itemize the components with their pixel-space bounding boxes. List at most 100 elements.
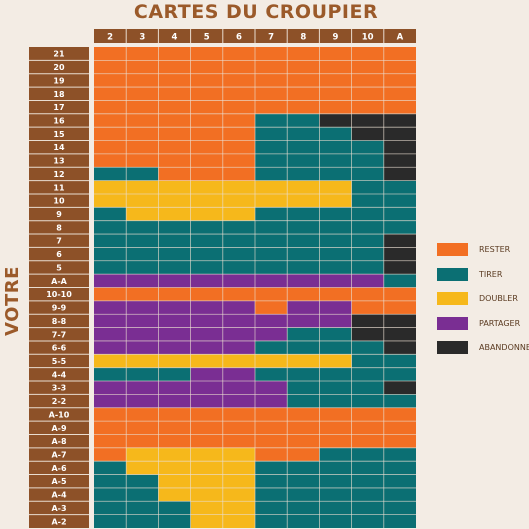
row-label: 4-4 <box>52 370 67 379</box>
strategy-cell <box>158 153 191 168</box>
strategy-cell <box>255 73 288 88</box>
strategy-cell <box>383 87 416 101</box>
strategy-cell <box>255 180 288 194</box>
strategy-cell <box>383 340 416 355</box>
strategy-cell <box>287 501 320 515</box>
strategy-cell <box>158 340 191 355</box>
strategy-cell <box>190 300 223 315</box>
strategy-cell <box>351 47 384 61</box>
strategy-cell <box>351 354 384 368</box>
strategy-cell <box>158 314 191 328</box>
strategy-cell <box>94 127 127 141</box>
strategy-cell <box>383 474 416 488</box>
strategy-cell <box>351 381 384 395</box>
strategy-cell <box>383 60 416 74</box>
strategy-cell <box>158 87 191 101</box>
strategy-cell <box>222 73 255 88</box>
strategy-cell <box>383 260 416 275</box>
row-label: 16 <box>53 116 65 125</box>
strategy-cell <box>126 220 159 235</box>
strategy-cell <box>126 73 159 88</box>
strategy-cell <box>222 300 255 315</box>
row-label: 5-5 <box>52 357 67 366</box>
strategy-cell <box>351 207 384 221</box>
strategy-cell <box>126 501 159 515</box>
strategy-cell <box>126 140 159 154</box>
strategy-cell <box>287 47 320 61</box>
column-header-label: 7 <box>268 33 274 43</box>
strategy-cell <box>158 167 191 181</box>
strategy-cell <box>383 193 416 208</box>
strategy-cell <box>126 260 159 275</box>
row-label-cell <box>29 193 89 208</box>
legend-item: RESTER <box>437 243 529 259</box>
strategy-cell <box>287 340 320 355</box>
legend-label: PARTAGER <box>479 318 521 328</box>
strategy-cell <box>126 287 159 301</box>
strategy-cell <box>383 207 416 221</box>
strategy-cell <box>255 354 288 368</box>
column-header-label: 9 <box>333 33 339 43</box>
row-label: 20 <box>53 63 65 72</box>
row-label-cell <box>29 367 89 382</box>
strategy-cell <box>351 127 384 141</box>
strategy-cell <box>319 260 352 275</box>
row-label: 18 <box>53 90 65 99</box>
strategy-cell <box>383 434 416 448</box>
strategy-cell <box>222 447 255 462</box>
strategy-cell <box>351 234 384 248</box>
strategy-cell <box>351 153 384 168</box>
row-label-cell <box>29 287 89 301</box>
row-label: 3-3 <box>52 384 66 393</box>
strategy-cell <box>319 100 352 114</box>
strategy-cell <box>287 447 320 462</box>
strategy-cell <box>319 434 352 448</box>
strategy-cell <box>190 140 223 154</box>
strategy-cell <box>383 234 416 248</box>
strategy-cell <box>190 434 223 448</box>
strategy-cell <box>287 60 320 74</box>
strategy-cell <box>222 421 255 435</box>
strategy-cell <box>94 220 127 235</box>
row-label-cell <box>29 514 89 528</box>
row-label-cell <box>29 73 89 88</box>
strategy-cell <box>287 461 320 475</box>
strategy-cell <box>383 300 416 315</box>
strategy-cell <box>287 127 320 141</box>
strategy-cell <box>190 207 223 221</box>
strategy-cell <box>287 407 320 422</box>
strategy-cell <box>222 153 255 168</box>
strategy-cell <box>94 407 127 422</box>
strategy-cell <box>383 180 416 194</box>
strategy-cell <box>287 394 320 408</box>
strategy-cell <box>287 140 320 154</box>
strategy-cell <box>383 73 416 88</box>
strategy-cell <box>94 193 127 208</box>
strategy-cell <box>126 354 159 368</box>
strategy-cell <box>158 234 191 248</box>
strategy-cell <box>319 60 352 74</box>
strategy-cell <box>94 487 127 502</box>
strategy-cell <box>383 367 416 382</box>
legend-item: ABANDONNER <box>437 341 529 357</box>
strategy-cell <box>351 87 384 101</box>
row-label-cell <box>29 100 89 114</box>
strategy-cell <box>190 73 223 88</box>
strategy-cell <box>94 340 127 355</box>
strategy-cell <box>190 447 223 462</box>
strategy-cell <box>222 340 255 355</box>
row-label-cell <box>29 501 89 515</box>
strategy-cell <box>222 354 255 368</box>
strategy-cell <box>351 60 384 74</box>
strategy-cell <box>94 73 127 88</box>
row-label-cell <box>29 340 89 355</box>
strategy-cell <box>94 260 127 275</box>
strategy-cell <box>351 421 384 435</box>
row-label: A-3 <box>51 504 66 513</box>
strategy-cell <box>222 167 255 181</box>
strategy-cell <box>255 314 288 328</box>
strategy-cell <box>126 193 159 208</box>
row-label: 10 <box>53 197 65 206</box>
strategy-cell <box>319 300 352 315</box>
